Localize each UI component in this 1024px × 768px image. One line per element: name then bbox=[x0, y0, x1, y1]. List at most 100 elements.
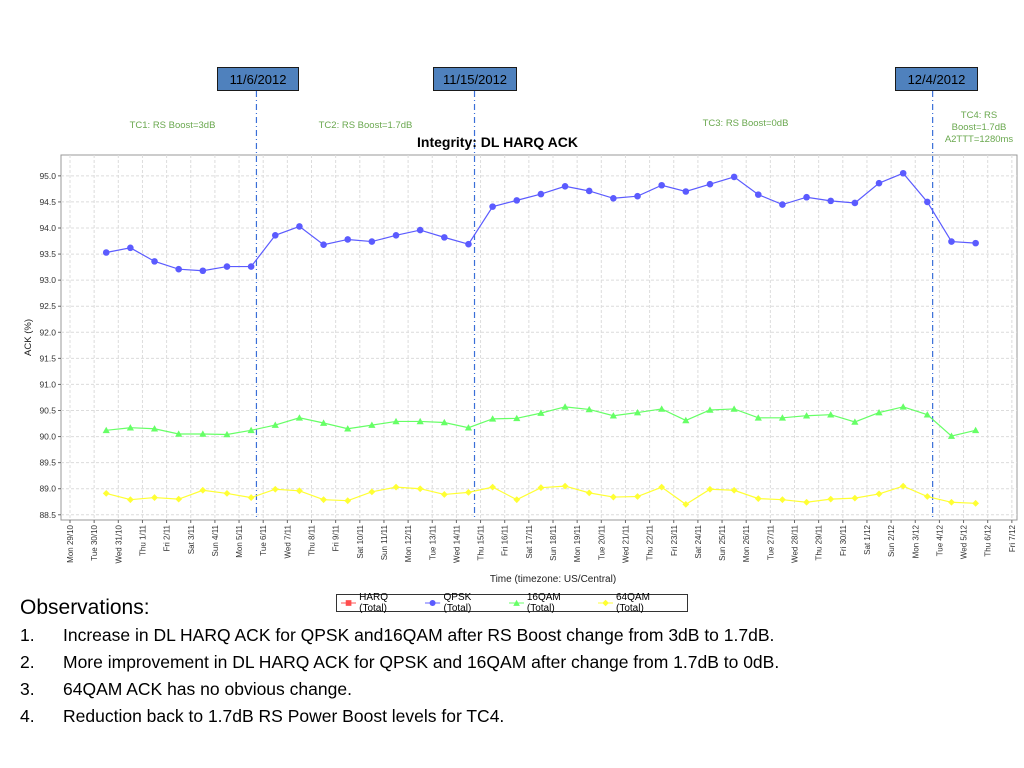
legend-item-qpsk: QPSK (Total) bbox=[425, 592, 498, 614]
data-point bbox=[247, 263, 255, 270]
data-point bbox=[344, 425, 352, 432]
x-tick-label: Wed 5/12 bbox=[960, 524, 969, 559]
data-point bbox=[972, 239, 979, 247]
data-point bbox=[223, 490, 231, 497]
data-point bbox=[175, 265, 182, 273]
data-point bbox=[585, 187, 593, 195]
data-point bbox=[827, 495, 835, 503]
plot-area bbox=[60, 154, 1018, 521]
observations-title: Observations: bbox=[20, 596, 150, 619]
data-point bbox=[658, 181, 665, 189]
data-point bbox=[416, 485, 424, 493]
data-point bbox=[899, 403, 907, 410]
data-point bbox=[972, 499, 980, 507]
legend-label-qpsk: QPSK (Total) bbox=[443, 592, 472, 614]
observation-number: 2. bbox=[20, 652, 35, 672]
data-point bbox=[513, 496, 521, 504]
y-tick-label: 88.5 bbox=[39, 510, 56, 520]
x-tick-label: Wed 31/10 bbox=[114, 524, 123, 563]
data-point bbox=[102, 426, 110, 434]
data-point bbox=[610, 194, 617, 202]
data-point bbox=[948, 498, 955, 506]
observation-text: 64QAM ACK has no obvious change. bbox=[63, 679, 352, 699]
data-point bbox=[730, 173, 738, 181]
x-tick-label: Thu 1/11 bbox=[138, 524, 147, 556]
x-tick-label: Fri 30/11 bbox=[839, 524, 848, 556]
tc4-label-line3: A2TTT=1280ms bbox=[944, 134, 1014, 145]
data-point bbox=[247, 494, 255, 501]
data-point bbox=[102, 490, 110, 497]
data-point bbox=[199, 486, 207, 494]
data-point bbox=[754, 191, 762, 198]
y-tick-label: 92.5 bbox=[39, 301, 56, 311]
data-point bbox=[319, 419, 328, 426]
observation-number: 1. bbox=[20, 625, 35, 645]
data-point bbox=[851, 418, 859, 425]
observation-number: 3. bbox=[20, 679, 35, 699]
x-tick-label: Tue 27/11 bbox=[766, 524, 775, 560]
data-point bbox=[223, 263, 231, 270]
date-marker-1: 11/6/2012 bbox=[217, 67, 299, 91]
data-point bbox=[923, 493, 931, 500]
data-point bbox=[899, 482, 907, 490]
data-point bbox=[634, 493, 641, 500]
x-tick-label: Fri 7/12 bbox=[1008, 524, 1017, 552]
diamond-marker-icon bbox=[597, 599, 613, 607]
legend-label-16qam: 16QAM (Total) bbox=[526, 592, 561, 614]
chart: 88.5 89.0 89.5 90.0 90.5 91.0 91.5 92.0 92.5 93.0… bbox=[23, 91, 1018, 585]
observations-list: 1. Increase in DL HARQ ACK for QPSK and16… bbox=[20, 622, 779, 730]
data-point bbox=[778, 414, 787, 421]
observation-item: 4. Reduction back to 1.7dB RS Power Boost… bbox=[20, 703, 779, 730]
legend-item-16qam: 16QAM (Total) bbox=[508, 592, 588, 614]
data-point bbox=[803, 193, 810, 201]
data-point bbox=[730, 486, 738, 494]
data-point bbox=[127, 244, 134, 252]
y-tick-label: 91.0 bbox=[39, 379, 56, 389]
observation-text: Increase in DL HARQ ACK for QPSK and16QA… bbox=[63, 625, 775, 645]
data-point bbox=[851, 494, 859, 502]
legend-item-64qam: 64QAM (Total) bbox=[597, 592, 677, 614]
data-point bbox=[489, 203, 496, 210]
data-point bbox=[585, 405, 593, 413]
data-point bbox=[730, 405, 738, 412]
data-point bbox=[875, 408, 883, 416]
x-tick-label: Tue 6/11 bbox=[259, 524, 268, 555]
data-point bbox=[561, 403, 569, 410]
data-point bbox=[609, 412, 617, 419]
data-point bbox=[585, 489, 593, 497]
x-tick-label: Mon 3/12 bbox=[911, 524, 920, 558]
data-point bbox=[150, 425, 159, 432]
data-point bbox=[561, 182, 569, 190]
triangle-marker-icon bbox=[508, 599, 524, 606]
data-point bbox=[440, 491, 448, 498]
y-tick-label: 93.0 bbox=[39, 275, 56, 285]
data-point bbox=[151, 494, 158, 501]
tc3-label: TC3: RS Boost=0dB bbox=[702, 118, 789, 129]
data-point bbox=[344, 236, 352, 243]
observation-text: Reduction back to 1.7dB RS Power Boost l… bbox=[63, 706, 505, 726]
data-point bbox=[199, 430, 207, 437]
circle-marker-icon bbox=[425, 599, 441, 607]
data-point bbox=[465, 240, 472, 248]
data-point bbox=[126, 424, 134, 431]
x-tick-label: Sat 24/11 bbox=[694, 524, 703, 558]
data-point bbox=[416, 226, 424, 234]
y-tick-label: 91.5 bbox=[39, 353, 56, 363]
data-point bbox=[706, 406, 714, 413]
data-point bbox=[779, 496, 786, 504]
x-tick-label: Fri 9/11 bbox=[332, 524, 341, 551]
data-point bbox=[924, 198, 931, 206]
data-point bbox=[465, 488, 472, 496]
y-tick-label: 94.5 bbox=[39, 197, 56, 207]
x-tick-label: Mon 29/10 bbox=[66, 524, 75, 562]
tc4-label: TC4: RS Boost=1.7dB A2TTT=1280ms bbox=[936, 110, 1022, 146]
x-tick-label: Sun 18/11 bbox=[549, 524, 558, 560]
data-point bbox=[368, 488, 376, 496]
data-point bbox=[513, 414, 521, 422]
data-point bbox=[875, 179, 883, 187]
y-tick-label: 95.0 bbox=[39, 171, 56, 181]
data-point bbox=[392, 232, 400, 239]
tc4-label-line1: TC4: RS bbox=[960, 110, 998, 121]
data-point bbox=[537, 484, 545, 492]
y-tick-label: 89.0 bbox=[39, 484, 56, 494]
